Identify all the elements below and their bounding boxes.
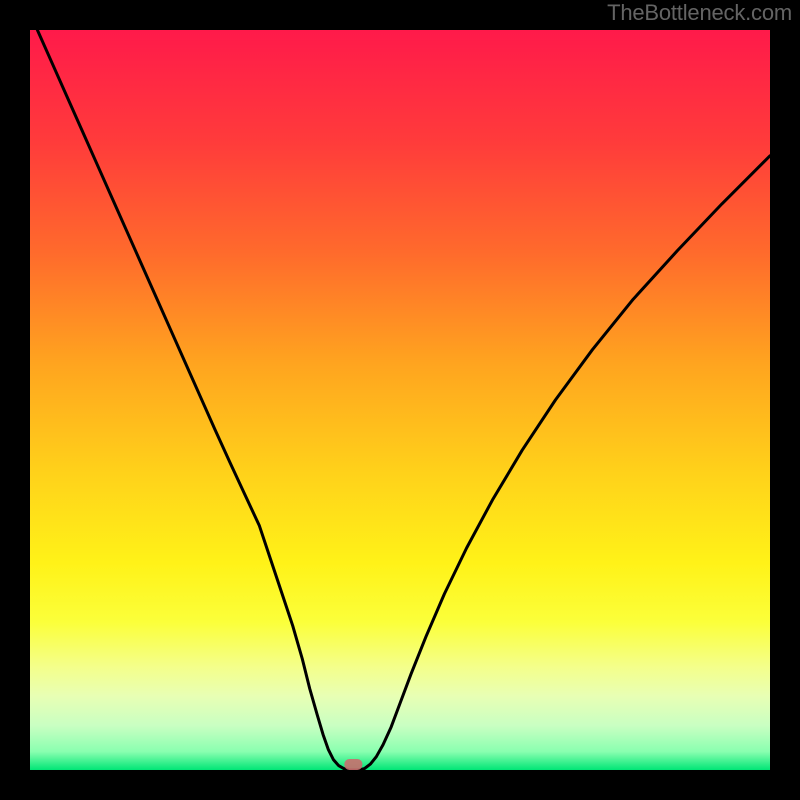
optimal-marker (344, 759, 362, 770)
plot-background (30, 30, 770, 770)
bottleneck-plot (0, 0, 800, 800)
watermark-text: TheBottleneck.com (607, 0, 792, 26)
chart-canvas: TheBottleneck.com (0, 0, 800, 800)
